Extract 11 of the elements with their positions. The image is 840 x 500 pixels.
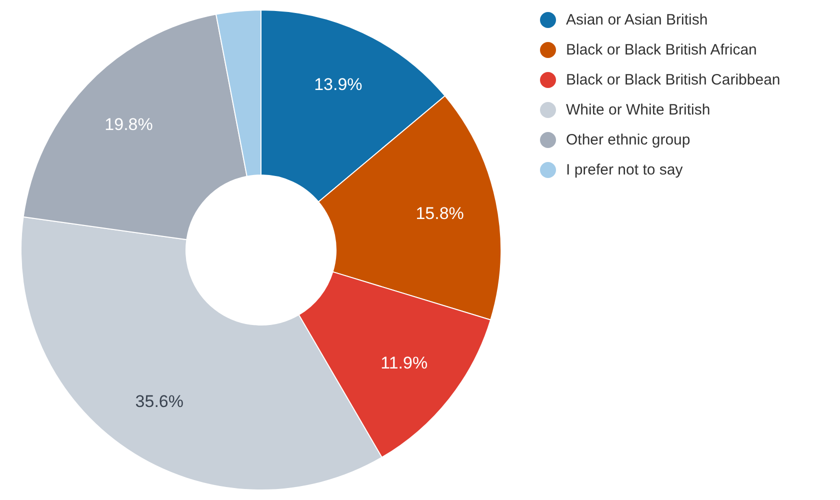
legend-label: Other ethnic group bbox=[566, 132, 690, 148]
data-label: 35.6% bbox=[135, 392, 184, 412]
data-label: 13.9% bbox=[314, 75, 362, 94]
data-label: 11.9% bbox=[380, 354, 428, 373]
legend-label: Black or Black British Caribbean bbox=[566, 72, 780, 88]
legend-label: Black or Black British African bbox=[566, 42, 757, 58]
data-label: 15.8% bbox=[416, 204, 464, 224]
legend-label: I prefer not to say bbox=[566, 162, 684, 178]
legend-label: White or White British bbox=[566, 102, 710, 118]
data-label: 19.8% bbox=[104, 114, 153, 134]
legend-label: Asian or Asian British bbox=[566, 12, 708, 28]
